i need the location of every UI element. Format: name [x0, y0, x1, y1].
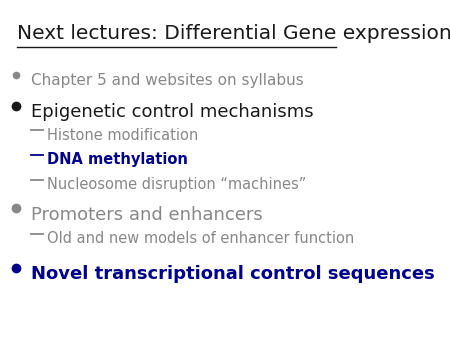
Text: Old and new models of enhancer function: Old and new models of enhancer function — [47, 231, 354, 246]
Text: Next lectures: Differential Gene expression: Next lectures: Differential Gene express… — [18, 24, 450, 43]
Text: Chapter 5 and websites on syllabus: Chapter 5 and websites on syllabus — [31, 73, 304, 88]
Text: Nucleosome disruption “machines”: Nucleosome disruption “machines” — [47, 177, 306, 192]
Text: Histone modification: Histone modification — [47, 128, 198, 143]
Text: Novel transcriptional control sequences: Novel transcriptional control sequences — [31, 265, 435, 283]
Text: DNA methylation: DNA methylation — [47, 152, 188, 167]
Text: Promoters and enhancers: Promoters and enhancers — [31, 206, 263, 223]
Text: Epigenetic control mechanisms: Epigenetic control mechanisms — [31, 103, 314, 121]
